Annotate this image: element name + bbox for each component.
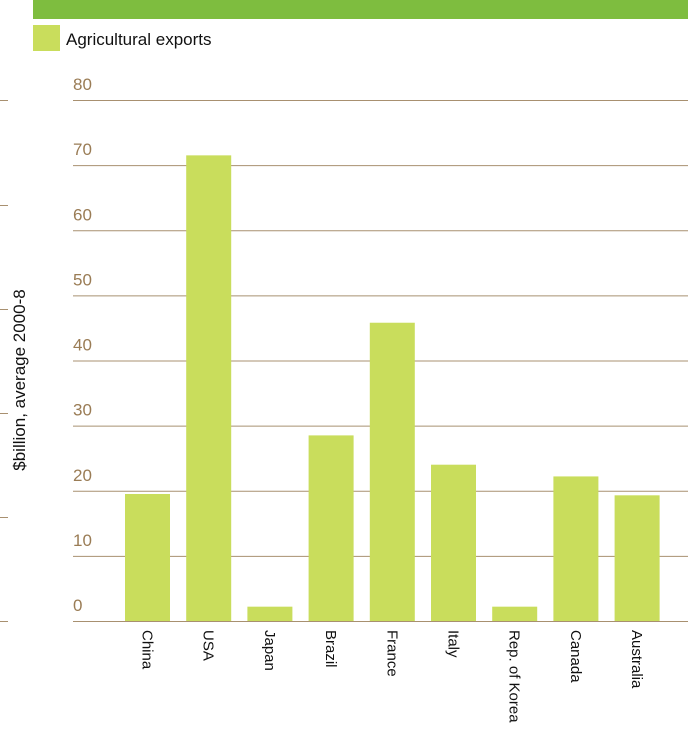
edge-tick <box>0 309 8 310</box>
edge-tick <box>0 205 8 206</box>
edge-tick <box>0 100 8 101</box>
header-accent-bar <box>33 0 688 19</box>
x-tick-label: China <box>139 630 156 670</box>
x-tick-label: Rep. of Korea <box>506 630 523 723</box>
bar <box>125 494 170 621</box>
y-tick-label: 20 <box>73 466 92 485</box>
edge-tick <box>0 621 8 622</box>
y-tick-label: 0 <box>73 596 82 615</box>
bar <box>492 606 538 621</box>
y-tick-label: 60 <box>73 205 92 224</box>
x-tick-label: France <box>383 630 400 677</box>
bar <box>553 476 599 621</box>
left-edge-ticks <box>0 0 14 736</box>
y-tick-label: 80 <box>73 75 92 94</box>
bar <box>308 435 354 621</box>
y-tick-label: 50 <box>73 270 92 289</box>
x-tick-label: USA <box>200 630 217 661</box>
bar <box>247 606 293 621</box>
bar <box>186 155 232 621</box>
y-axis-label: $billion, average 2000-8 <box>10 289 29 471</box>
x-tick-label: Japan <box>261 630 278 671</box>
bar <box>431 464 476 621</box>
legend-swatch <box>33 25 60 51</box>
edge-tick <box>0 517 8 518</box>
y-tick-label: 40 <box>73 336 92 355</box>
y-tick-label: 30 <box>73 401 92 420</box>
x-tick-label: Italy <box>445 630 462 658</box>
y-tick-label: 10 <box>73 531 92 550</box>
bar <box>614 495 660 621</box>
x-tick-label: Canada <box>567 630 584 683</box>
y-tick-label: 70 <box>73 140 92 159</box>
x-tick-label: Australia <box>628 630 645 689</box>
legend-label: Agricultural exports <box>66 30 212 49</box>
edge-tick <box>0 413 8 414</box>
x-tick-label: Brazil <box>322 630 339 668</box>
bar <box>369 322 415 621</box>
